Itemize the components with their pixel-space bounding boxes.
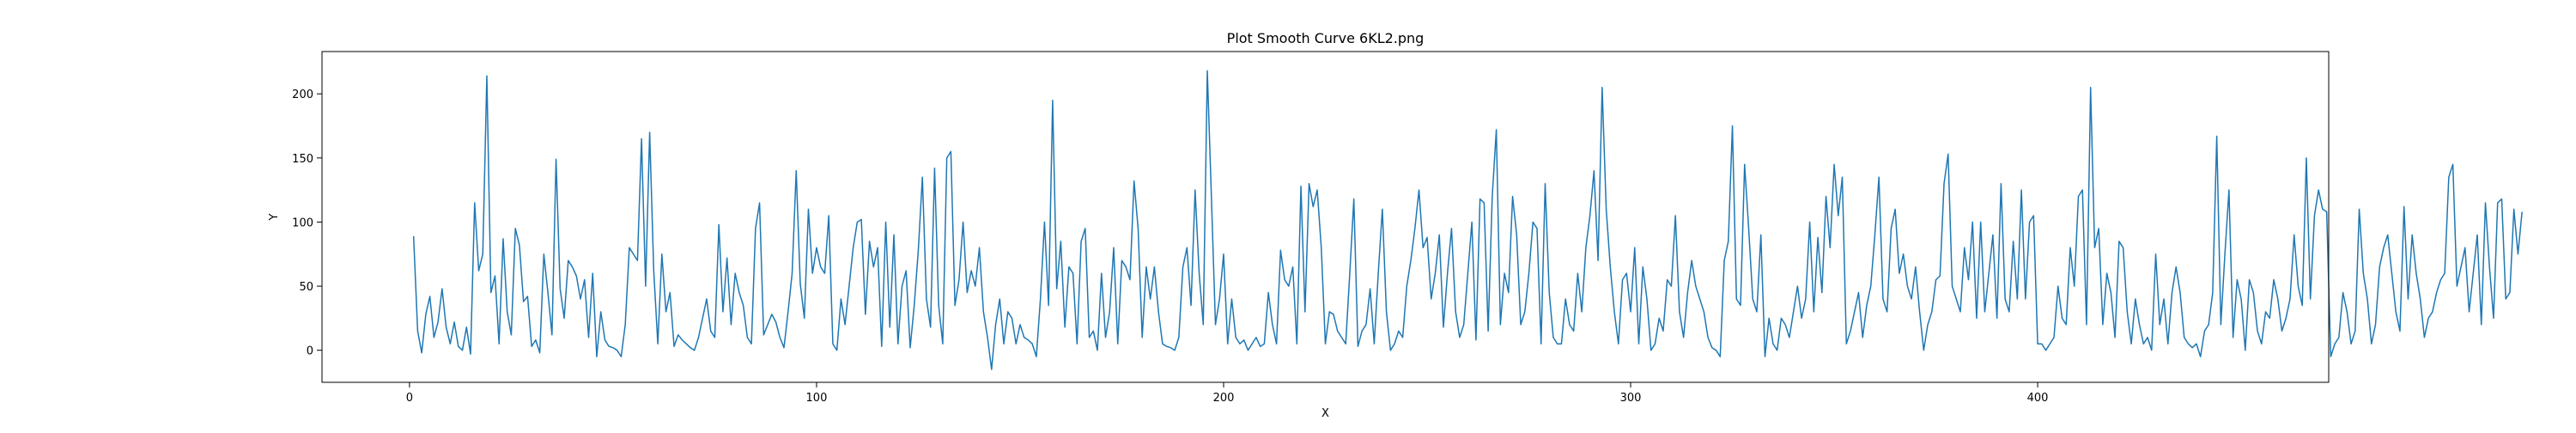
- y-tick-label: 100: [292, 216, 313, 229]
- series-line-0: [412, 70, 2523, 370]
- y-tick-label: 50: [299, 281, 313, 294]
- x-tick-label: 200: [1213, 392, 1235, 405]
- x-axis: 0 100 200 300 400: [406, 382, 2049, 405]
- plot-frame: [321, 51, 2330, 383]
- x-tick-label: 300: [1620, 392, 1642, 405]
- chart-title: Plot Smooth Curve 6KL2.png: [1227, 30, 1425, 46]
- y-tick-label: 200: [292, 88, 313, 101]
- y-axis: 0 50 100 150 200: [292, 88, 322, 358]
- plot-area: [412, 70, 2523, 370]
- y-tick-label: 0: [307, 345, 313, 358]
- x-tick-label: 0: [406, 392, 413, 405]
- x-tick-label: 100: [806, 392, 828, 405]
- x-tick-label: 400: [2027, 392, 2049, 405]
- y-axis-label: Y: [268, 213, 281, 221]
- x-axis-label: X: [1321, 407, 1329, 420]
- y-tick-label: 150: [292, 153, 313, 166]
